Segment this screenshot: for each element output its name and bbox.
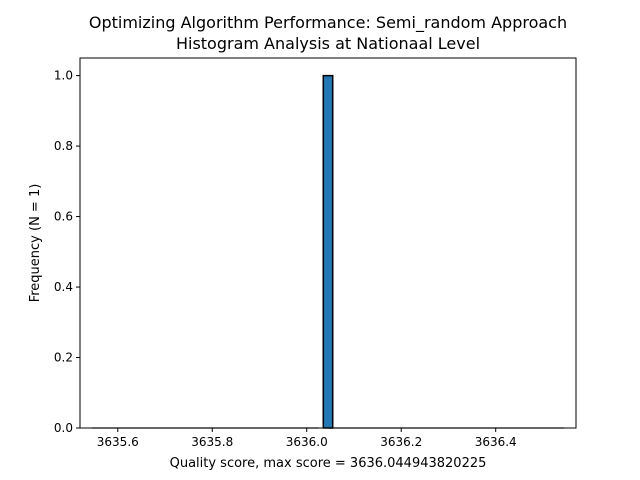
- x-tick-label: 3635.6: [97, 435, 139, 449]
- chart-title-line-2: Histogram Analysis at Nationaal Level: [176, 34, 480, 53]
- x-tick-label: 3636.0: [286, 435, 328, 449]
- x-axis-label: Quality score, max score = 3636.04494382…: [170, 456, 487, 471]
- x-tick-label: 3636.2: [380, 435, 422, 449]
- x-tick-label: 3636.4: [475, 435, 517, 449]
- axes-frame: [79, 57, 577, 429]
- y-tick-label: 0.0: [54, 421, 73, 435]
- y-tick-label: 0.8: [54, 139, 73, 153]
- y-axis-label: Frequency (N = 1): [28, 184, 43, 303]
- y-tick-label: 0.6: [54, 210, 73, 224]
- x-tick-label: 3635.8: [191, 435, 233, 449]
- chart-title-line-1: Optimizing Algorithm Performance: Semi_r…: [89, 13, 567, 33]
- y-tick-label: 1.0: [54, 69, 73, 83]
- y-tick-label: 0.4: [54, 280, 73, 294]
- histogram-bar-0: [322, 74, 334, 429]
- y-tick-label: 0.2: [54, 351, 73, 365]
